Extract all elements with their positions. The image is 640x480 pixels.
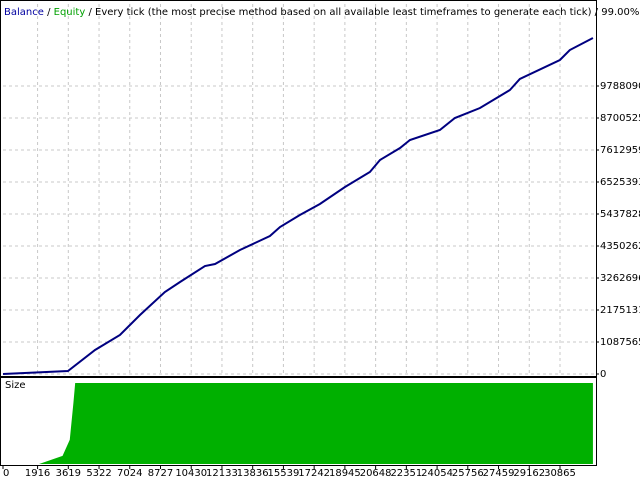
legend-equity: Equity bbox=[54, 7, 86, 18]
y-tick-label: 76129594 bbox=[600, 145, 640, 156]
y-tick-label: 0 bbox=[600, 369, 606, 380]
x-tick-label: 15539 bbox=[268, 468, 300, 479]
y-tick-label: 54378281 bbox=[600, 209, 640, 220]
x-tick-label: 13836 bbox=[237, 468, 269, 479]
x-tick-label: 30865 bbox=[544, 468, 576, 479]
x-tick-label: 22351 bbox=[390, 468, 422, 479]
x-tick-label: 18945 bbox=[329, 468, 361, 479]
y-tick-label: 97880906 bbox=[600, 81, 640, 92]
x-tick-label: 10430 bbox=[175, 468, 207, 479]
x-tick-label: 24054 bbox=[421, 468, 453, 479]
x-tick-label: 25756 bbox=[452, 468, 484, 479]
x-tick-label: 12133 bbox=[206, 468, 238, 479]
x-tick-label: 5322 bbox=[86, 468, 111, 479]
x-tick-label: 3619 bbox=[56, 468, 81, 479]
legend-balance: Balance bbox=[4, 7, 44, 18]
y-tick-label: 32626968 bbox=[600, 273, 640, 284]
x-tick-label: 27459 bbox=[483, 468, 515, 479]
x-tick-label: 0 bbox=[3, 468, 9, 479]
y-tick-label: 10875656 bbox=[600, 337, 640, 348]
y-tick-label: 43502625 bbox=[600, 241, 640, 252]
separator: / bbox=[47, 7, 51, 18]
y-tick-label: 87005250 bbox=[600, 113, 640, 124]
x-tick-label: 29162 bbox=[513, 468, 545, 479]
header: Balance / Equity / Every tick (the most … bbox=[4, 7, 639, 18]
y-tick-label: 65253937 bbox=[600, 177, 640, 188]
x-tick-label: 17242 bbox=[298, 468, 330, 479]
x-tick-label: 8727 bbox=[148, 468, 173, 479]
main-pane bbox=[0, 0, 597, 377]
subtitle: / Every tick (the most precise method ba… bbox=[88, 7, 639, 18]
x-tick-label: 20648 bbox=[360, 468, 392, 479]
balance-line bbox=[2, 37, 594, 375]
x-tick-label: 7024 bbox=[117, 468, 142, 479]
x-tick-label: 1916 bbox=[25, 468, 50, 479]
size-area bbox=[3, 383, 593, 464]
y-tick-label: 21751312 bbox=[600, 305, 640, 316]
size-title: Size bbox=[5, 380, 26, 391]
